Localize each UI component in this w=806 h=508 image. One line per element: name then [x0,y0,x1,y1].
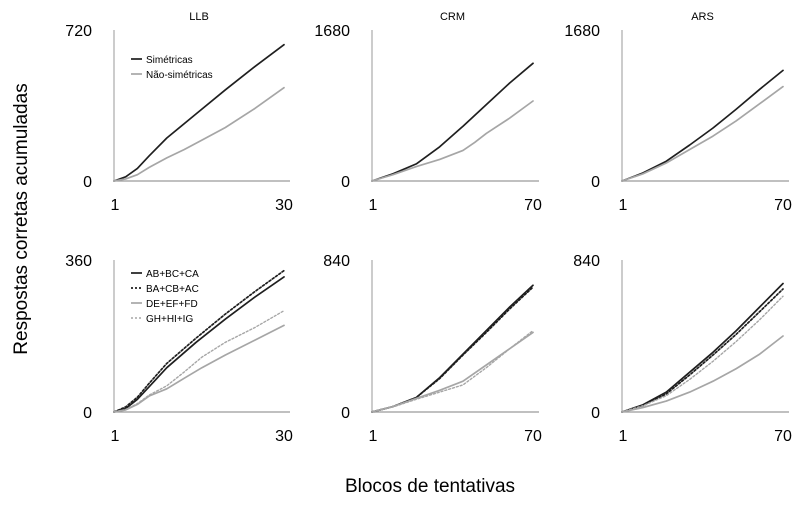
chart-panel-4: 360 0 1 30 AB+BC+CA BA+CB+AC DE+EF+FD GH+HI+IG [65,253,293,445]
chart-panel-3: ARS 1680 0 1 70 [564,11,792,214]
chart-panel-5: 840 0 1 70 [323,253,542,445]
legend-entry: Simétricas [146,55,193,66]
y-tick-label: 0 [341,405,350,422]
x-tick-label: 70 [774,197,792,214]
panel-title: ARS [691,11,714,23]
legend-entry: BA+CB+AC [146,284,199,295]
chart-panel-2: CRM 1680 0 1 70 [314,11,542,214]
y-tick-label: 720 [65,23,92,40]
y-tick-label: 1680 [564,23,600,40]
x-tick-label: 1 [111,197,120,214]
series-line-light-dotted-4 [371,329,534,413]
y-tick-label: 840 [573,253,600,270]
series-line-light-solid-3 [621,335,784,413]
y-tick-label: 0 [83,174,92,191]
x-tick-label: 70 [774,428,792,445]
chart-panel-1: LLB 720 0 1 30 Simétricas Não-simétricas [65,11,293,214]
figure-x-axis-label: Blocos de tentativas [344,476,516,497]
x-tick-label: 1 [111,428,120,445]
series-line-gh-hi-ig [113,310,285,413]
x-tick-label: 1 [369,197,378,214]
y-tick-label: 1680 [314,23,350,40]
series-line-dark-solid-1 [371,62,534,182]
series-line-n-o-sim-tricas [113,86,285,182]
y-tick-label: 840 [323,253,350,270]
y-tick-label: 360 [65,253,92,270]
series-line-sim-tricas [113,43,285,182]
legend-entry: Não-simétricas [146,70,213,81]
x-tick-label: 70 [524,197,542,214]
y-tick-label: 0 [83,405,92,422]
legend: Simétricas Não-simétricas [131,55,213,81]
x-tick-label: 70 [524,428,542,445]
x-tick-label: 1 [369,428,378,445]
legend-entry: AB+BC+CA [146,269,199,280]
y-tick-label: 0 [341,174,350,191]
series-line-de-ef-fd [113,324,285,413]
series-line-light-dotted-4 [621,295,784,413]
y-tick-label: 0 [591,174,600,191]
series-line-light-solid-2 [371,100,534,182]
chart-panel-6: 840 0 1 70 [573,253,792,445]
legend-entry: DE+EF+FD [146,299,198,310]
series-line-light-solid-3 [371,331,534,413]
panel-title: LLB [189,11,209,23]
x-tick-label: 1 [619,428,628,445]
x-tick-label: 30 [275,428,293,445]
series-line-light-solid-2 [621,85,784,182]
series-line-dark-solid-1 [621,69,784,182]
legend-entry: GH+HI+IG [146,314,193,325]
x-tick-label: 30 [275,197,293,214]
series-line-dark-solid-1 [621,282,784,413]
x-tick-label: 1 [619,197,628,214]
series-line-ab-bc-ca [113,276,285,413]
panel-title: CRM [440,11,465,23]
legend: AB+BC+CA BA+CB+AC DE+EF+FD GH+HI+IG [131,269,199,325]
y-tick-label: 0 [591,405,600,422]
series-line-ba-cb-ac [113,269,285,413]
